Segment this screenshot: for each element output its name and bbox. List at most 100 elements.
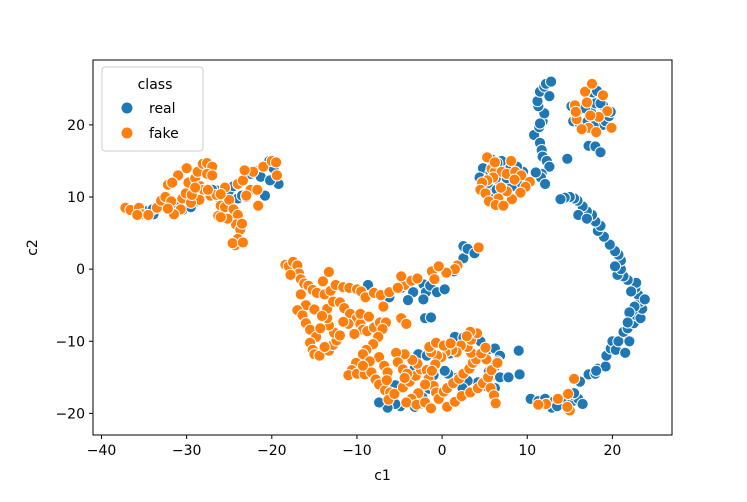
data-point-fake <box>444 337 457 350</box>
data-point-fake <box>568 372 581 385</box>
data-point-fake <box>226 237 239 250</box>
data-point-real <box>513 368 526 381</box>
y-tick-label: 10 <box>67 190 85 206</box>
data-point-fake <box>161 202 174 215</box>
data-point-fake <box>424 402 438 415</box>
data-point-fake <box>395 270 408 283</box>
data-point-fake <box>316 275 329 288</box>
data-point-fake <box>569 105 582 119</box>
x-tick-label: −20 <box>257 443 287 459</box>
y-tick-label: −10 <box>55 334 85 350</box>
data-point-fake <box>362 310 375 323</box>
y-axis-label: c2 <box>25 239 41 256</box>
data-point-fake <box>356 359 369 372</box>
data-point-real <box>417 293 430 306</box>
x-tick-label: −30 <box>172 443 202 459</box>
data-point-fake <box>491 356 504 369</box>
x-tick-label: 10 <box>518 443 536 459</box>
data-point-fake <box>251 183 264 196</box>
data-point-fake <box>472 241 485 254</box>
data-point-fake <box>284 268 297 281</box>
x-tick-label: 0 <box>438 443 447 459</box>
data-point-fake <box>419 378 432 391</box>
data-point-fake <box>180 162 193 175</box>
data-point-real <box>502 371 515 384</box>
data-point-fake <box>318 340 331 354</box>
data-point-fake <box>505 154 518 168</box>
data-point-fake <box>214 188 227 201</box>
data-point-real <box>638 293 651 306</box>
data-point-fake <box>333 329 346 342</box>
data-point-fake <box>575 123 588 136</box>
legend-label-real: real <box>149 101 176 117</box>
data-point-real <box>533 117 547 130</box>
data-point-real <box>580 212 594 225</box>
data-point-fake <box>400 396 413 409</box>
data-point-real <box>512 344 525 357</box>
data-point-real <box>608 260 622 273</box>
data-point-fake <box>294 288 307 301</box>
points-layer <box>119 75 651 417</box>
data-point-fake <box>601 105 614 118</box>
data-point-fake <box>488 156 501 169</box>
y-tick-label: −20 <box>55 406 85 422</box>
data-point-fake <box>380 374 393 387</box>
data-point-real <box>543 90 556 103</box>
data-point-real <box>401 294 415 307</box>
data-point-fake <box>388 387 401 400</box>
data-point-fake <box>605 121 618 134</box>
legend: class real fake <box>101 66 204 152</box>
data-point-real <box>576 397 589 411</box>
data-point-fake <box>377 300 390 313</box>
data-point-fake <box>270 156 283 169</box>
data-point-fake <box>240 189 253 202</box>
data-point-real <box>543 160 556 173</box>
legend-marker-fake <box>120 126 134 140</box>
data-point-real <box>623 335 636 348</box>
data-point-fake <box>398 371 411 385</box>
data-point-fake <box>131 208 144 222</box>
data-point-fake <box>314 322 327 335</box>
data-point-real <box>621 316 634 329</box>
data-point-fake <box>315 309 329 323</box>
data-point-fake <box>532 398 545 411</box>
data-point-fake <box>348 327 361 341</box>
data-point-fake <box>411 272 424 285</box>
data-point-fake <box>432 260 445 273</box>
data-point-real <box>438 283 451 296</box>
data-point-fake <box>206 169 219 182</box>
data-point-fake <box>235 217 249 230</box>
legend-label-fake: fake <box>149 126 179 142</box>
x-tick-label: 20 <box>603 443 621 459</box>
x-axis-ticks: −40 −30 −20 −10 0 10 20 <box>87 435 621 459</box>
data-point-fake <box>252 199 265 212</box>
data-point-fake <box>425 364 438 377</box>
x-tick-label: −10 <box>342 443 372 459</box>
data-point-fake <box>189 181 202 194</box>
data-point-fake <box>460 330 473 343</box>
data-point-fake <box>562 387 575 400</box>
data-point-real <box>539 177 552 191</box>
y-axis-ticks: −20 −10 0 10 20 <box>55 118 93 422</box>
data-point-fake <box>428 273 441 286</box>
legend-marker-real <box>120 101 134 115</box>
data-point-fake <box>489 397 502 410</box>
data-point-fake <box>270 169 283 182</box>
y-tick-label: 20 <box>67 118 85 134</box>
data-point-fake <box>236 236 249 249</box>
legend-entries: real fake <box>120 101 179 142</box>
data-point-fake <box>166 176 179 189</box>
x-tick-label: −40 <box>87 443 117 459</box>
data-point-fake <box>201 183 214 196</box>
data-point-fake <box>584 109 597 122</box>
data-point-fake <box>514 186 527 199</box>
data-point-fake <box>494 181 507 194</box>
data-point-fake <box>322 265 335 279</box>
data-point-fake <box>257 160 270 173</box>
data-point-fake <box>391 281 404 294</box>
data-point-real <box>561 152 574 165</box>
data-point-fake <box>580 96 594 109</box>
data-point-fake <box>400 317 413 330</box>
data-point-real <box>619 346 632 359</box>
